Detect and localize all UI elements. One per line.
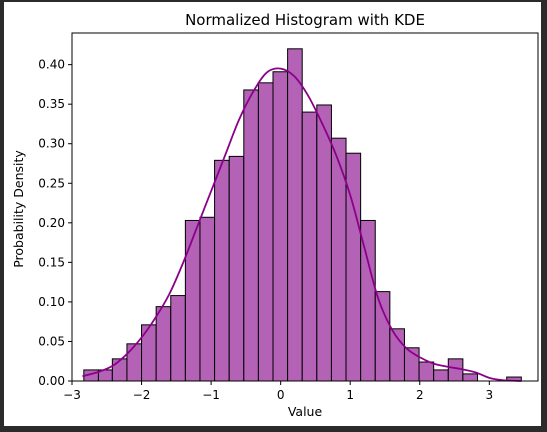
x-tick-label: 0 [277, 388, 285, 402]
kde-curve [82, 67, 522, 382]
bars-layer [83, 48, 522, 382]
kde-layer [82, 67, 522, 382]
y-tick-label: 0.05 [38, 334, 65, 348]
histogram-chart: Normalized Histogram with KDE −3 −2 −1 0 1 2 3… [11, 11, 539, 419]
chart-figure: Normalized Histogram with KDE −3 −2 −1 0 1 2 3… [4, 2, 541, 426]
histogram-bar [462, 373, 478, 382]
x-tick-label: −1 [202, 388, 220, 402]
histogram-bar [184, 219, 201, 382]
histogram-bar [272, 71, 289, 382]
histogram-bar [418, 361, 435, 382]
x-tick-label: 2 [416, 388, 424, 402]
histogram-bar [433, 369, 449, 382]
histogram-bar [301, 111, 318, 382]
histogram-bar [447, 358, 464, 382]
x-tick-label: −2 [133, 388, 151, 402]
x-tick-label: 3 [485, 388, 493, 402]
histogram-bar [126, 343, 143, 382]
plot-frame [71, 32, 539, 382]
histogram-bar [316, 104, 332, 382]
y-tick-label: 0.15 [38, 255, 65, 269]
histogram-bar [170, 295, 186, 382]
x-tick-label: 1 [346, 388, 354, 402]
chart-title: Normalized Histogram with KDE [185, 11, 425, 29]
x-axis-label: Value [288, 404, 323, 419]
y-tick-label: 0.35 [38, 97, 65, 111]
histogram-bar [228, 155, 245, 382]
histogram-bar [111, 358, 128, 382]
y-tick-label: 0.30 [38, 137, 65, 151]
y-tick-label: 0.10 [38, 295, 65, 309]
y-tick-label: 0.00 [38, 374, 65, 388]
x-tick-label: −3 [63, 388, 81, 402]
histogram-bar [243, 89, 259, 382]
y-axis-label: Probability Density [11, 150, 26, 268]
histogram-bar [257, 82, 274, 382]
histogram-bar [374, 291, 391, 382]
y-axis: 0.00 0.05 0.10 0.15 0.20 0.25 0.30 0.35 0.40 [38, 58, 72, 388]
x-axis: −3 −2 −1 0 1 2 3 [63, 381, 493, 402]
histogram-bar [199, 216, 216, 382]
y-tick-label: 0.25 [38, 176, 65, 190]
y-tick-label: 0.40 [38, 58, 65, 72]
histogram-bar [214, 159, 230, 382]
histogram-bar [155, 306, 172, 382]
y-tick-label: 0.20 [38, 216, 65, 230]
histogram-bar [287, 48, 303, 382]
